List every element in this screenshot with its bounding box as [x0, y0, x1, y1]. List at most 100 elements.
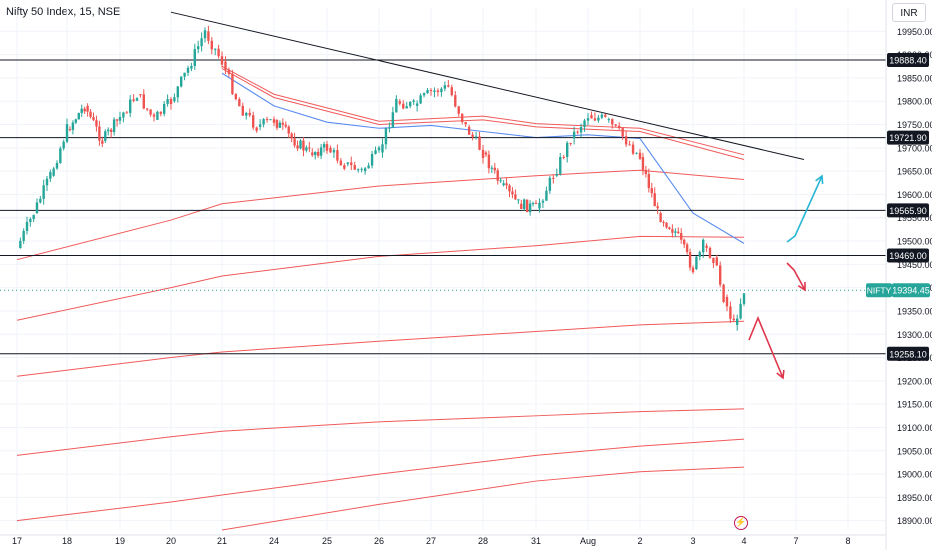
candle-body: [129, 99, 132, 113]
candle-body: [490, 167, 494, 169]
scenario-arrows: [748, 174, 824, 380]
candle-body: [59, 148, 62, 163]
candle-body: [443, 85, 447, 89]
candle-body: [107, 129, 110, 132]
candle-body: [207, 31, 210, 41]
candle-body: [65, 124, 69, 142]
candle-body: [325, 144, 329, 151]
candle-body: [422, 93, 426, 96]
envelope-line: [16, 438, 745, 522]
candle-body: [548, 177, 552, 191]
candle-body: [604, 114, 607, 117]
candle-body: [415, 103, 419, 106]
candle-body: [290, 133, 293, 139]
grid: [0, 8, 886, 530]
candle-body: [702, 239, 705, 253]
candle-body: [176, 86, 179, 98]
candle-body: [653, 193, 656, 207]
price-tick-label: 18900.00: [897, 516, 932, 526]
price-tick-label: 19750.00: [897, 120, 932, 130]
candle-body: [353, 165, 356, 170]
candle-body: [248, 112, 251, 116]
candle-body: [559, 156, 562, 174]
candle-body: [269, 119, 272, 121]
candle-body: [278, 122, 282, 128]
candle-body: [555, 173, 558, 176]
candle-body: [698, 252, 701, 257]
symbol-tag: [866, 283, 892, 298]
candle-body: [311, 152, 314, 156]
candle-body: [296, 145, 299, 149]
price-tick-label: 19500.00: [897, 237, 932, 247]
candle-body: [659, 213, 662, 222]
candle-body: [665, 222, 668, 228]
candle-body: [461, 113, 464, 123]
candle-body: [628, 144, 631, 146]
candle-body: [272, 119, 276, 123]
candles: [19, 25, 746, 331]
candle-body: [381, 144, 384, 153]
moving-average-line: [221, 72, 745, 244]
candle-body: [436, 90, 440, 93]
candle-body: [523, 199, 526, 209]
currency-button[interactable]: INR: [892, 3, 926, 22]
price-tick-label: 19550.00: [897, 213, 932, 223]
candle-body: [742, 293, 746, 304]
candle-body: [538, 202, 541, 209]
time-tick-label: 7: [793, 536, 798, 546]
time-tick-label: 3: [690, 536, 695, 546]
candle-body: [611, 119, 614, 125]
candle-body: [552, 177, 555, 179]
candle-body: [517, 199, 520, 201]
price-tick-label: 19950.00: [897, 27, 932, 37]
candle-body: [471, 134, 474, 138]
candle-body: [152, 114, 156, 117]
candle-body: [374, 150, 377, 154]
candle-body: [214, 48, 217, 50]
candle-body: [384, 127, 388, 145]
candle-body: [217, 48, 220, 57]
time-tick-label: 25: [322, 536, 332, 546]
candle-body: [173, 97, 176, 102]
horizontal-levels: [0, 59, 886, 355]
candle-body: [457, 106, 460, 114]
candle-body: [302, 140, 305, 151]
candle-body: [234, 94, 238, 100]
envelope-line: [16, 320, 745, 377]
envelope-line: [221, 466, 745, 531]
scenario-arrowhead: [776, 369, 785, 380]
candle-body: [89, 111, 92, 117]
candle-body: [528, 203, 532, 213]
candle-body: [231, 73, 234, 95]
time-tick-label: 24: [269, 536, 279, 546]
candle-body: [395, 98, 398, 113]
candle-body: [262, 119, 265, 125]
candle-body: [586, 118, 590, 121]
candle-body: [319, 147, 323, 156]
candle-body: [712, 257, 715, 264]
candle-body: [255, 127, 258, 131]
candle-body: [454, 95, 457, 107]
scenario-arrow-bullish: [786, 175, 823, 243]
candle-body: [35, 202, 39, 214]
candle-body: [367, 165, 370, 169]
candle-body: [98, 126, 101, 141]
level-tag-label: 19565.90: [889, 206, 927, 216]
candle-body: [447, 85, 450, 87]
price-tick-label: 19600.00: [897, 190, 932, 200]
candle-body: [624, 136, 628, 145]
time-tick-label: 2: [637, 536, 642, 546]
candle-body: [520, 203, 523, 209]
candle-body: [534, 203, 538, 205]
candle-body: [77, 113, 80, 120]
candle-body: [360, 168, 363, 170]
candle-body: [370, 153, 374, 166]
candle-body: [275, 119, 279, 128]
price-axis: 19950.0019900.0019850.0019800.0019750.00…: [885, 0, 932, 550]
candle-body: [391, 112, 395, 128]
candle-body: [350, 162, 353, 166]
event-lightning-icon[interactable]: ⚡: [734, 516, 748, 530]
candle-body: [200, 38, 203, 47]
envelope-lines: [16, 65, 745, 531]
